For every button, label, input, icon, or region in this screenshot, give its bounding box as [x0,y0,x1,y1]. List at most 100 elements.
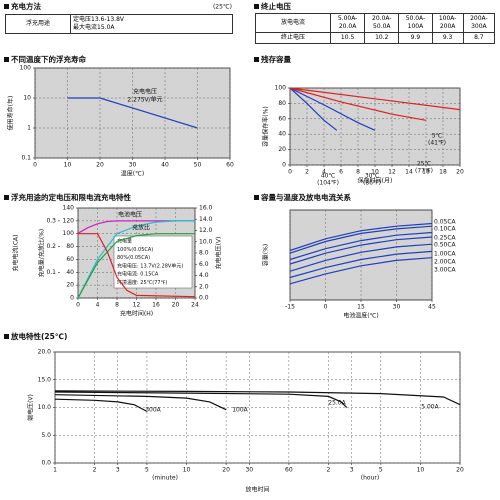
section-title: 浮充用途的定电压和限电流充电特性 [11,192,131,202]
series-label: 30℃ [365,173,380,180]
bullet [4,334,9,339]
series-label: 充放比 [132,224,150,232]
y2-tick-label: 16.0 [199,205,213,212]
cell: 9.3 [431,32,464,44]
x-axis-label: 保存时间(月) [358,177,393,185]
y-tick-label: 40 [66,269,74,276]
y3-axis-label: 充电电流(CA) [12,235,20,272]
x-tick-label: 12 [133,302,141,309]
bullet [254,195,259,200]
x-tick-label: 30 [393,304,401,311]
note: 80%(0.05CA) [117,255,150,261]
y2-tick-label: 6.0 [199,261,209,268]
x-tick-label: 2 [93,467,97,474]
cell: 20.0A-50.0A [364,13,400,33]
y-tick-label: 40 [278,131,286,138]
series-label: 5.00A [421,404,439,411]
y-tick-label: 0 [282,162,286,169]
y3-tick-label: 0.1 [46,269,56,276]
x-tick-label: 3 [350,467,354,474]
notes-box [113,235,193,289]
y-axis-label: 充电量/充放比(%) [38,229,46,277]
y-tick-label: 20.0 [38,349,52,356]
series-line [54,391,348,408]
series-label: 40℃ [321,173,336,180]
y2-tick-label: 12.0 [199,227,213,234]
bullet [4,57,9,62]
x-tick-label: 0 [33,162,37,169]
bullet [4,195,9,200]
x-tick-label: 16 [152,302,160,309]
x-tick-label: 3 [116,467,120,474]
cell-line: 最大电流15.0A [73,24,115,31]
x-axis-label: 充电时间(H) [120,310,153,318]
section-title: 残存容量 [261,54,291,64]
x-tick-label: 20 [222,467,230,474]
x-unit-label: (minute) [152,475,178,482]
y-axis-label: 端电压(V) [27,394,35,421]
series-line [289,243,433,272]
y-tick-label: 100 [63,230,75,237]
table-row: 放电电流 5.00A-20.0A 20.0A-50.0A 50.0A-100A 100A… [255,13,496,33]
y2-tick-label: 14.0 [199,216,213,223]
x-tick-label: 60 [226,162,234,169]
cell: 50.0A-100A [398,13,433,33]
table-row: 终止电压 10.5 10.2 9.9 9.3 8.7 [255,32,496,44]
x-tick-label: 15 [357,304,365,311]
series-line [54,394,227,411]
series-line [289,222,433,252]
y3-tick-label: 0.2 [46,243,56,250]
section-title: 充电方法 [11,1,41,11]
series-label: 0.25CA [434,235,457,242]
y-axis-label: 容量(%) [262,244,270,266]
y-axis-label: 使用寿命(年) [7,96,15,131]
end-voltage-table: 放电电流 5.00A-20.0A 20.0A-50.0A 50.0A-100A 100A… [255,13,496,44]
x-tick-label: 24 [191,302,199,309]
y-tick-label: 100 [275,85,287,92]
bullet [4,4,9,9]
series-line [289,257,433,285]
x-tick-label: 10 [64,162,72,169]
y-tick-label: 10.0 [38,404,52,411]
series-label: 2.00CA [434,259,457,266]
series-label: 25℃ [417,161,432,168]
cell: 100A-200A [431,13,464,33]
y-axis-label: 容量保存率(%) [262,106,270,146]
x-tick-label: 30 [245,467,253,474]
y-tick-label: 20 [66,282,74,289]
note: 100%(0.05CA) [117,247,153,253]
x-tick-label: 20 [172,302,180,309]
y-tick-label: 100 [20,65,32,72]
series-label: 0.10CA [434,226,457,233]
cell: 放电电流 [255,13,331,33]
series-line [289,250,433,279]
cell-line: 定电压13.6-13.8V [73,16,124,23]
x-tick-label: 0 [76,302,80,309]
series-line [289,231,433,261]
series-line [289,87,461,111]
y-tick-label: 120 [63,217,75,224]
cell: 9.9 [398,32,433,44]
series-label: (86℉) [363,180,381,187]
y-tick-label: 0.0 [41,460,51,467]
bullet [254,57,259,62]
y-tick-label: 60 [278,115,286,122]
series-label: 0.50CA [434,242,457,249]
y-tick-label: 60 [66,256,74,263]
series-line [289,87,338,131]
section-title: 不同温度下的浮充寿命 [11,54,86,64]
x-tick-label: 10 [183,467,191,474]
x-tick-label: 18 [439,169,447,176]
x-tick-label: 8 [115,302,119,309]
cell: 定电压13.6-13.8V 最大电流15.0A [70,14,233,34]
cell: 200A-300A [462,13,496,33]
series-label: 3.00CA [434,267,457,274]
cell: 浮充用途 [5,14,71,34]
x-tick-label: 5 [145,467,149,474]
x-tick-label: 20 [456,169,464,176]
y-tick-label: 140 [63,205,75,212]
section-note: (25℃) [213,4,232,11]
x-tick-label: 0 [324,304,328,311]
y-tick-label: 5.0 [41,432,51,439]
series-label: 1.00CA [434,251,457,258]
